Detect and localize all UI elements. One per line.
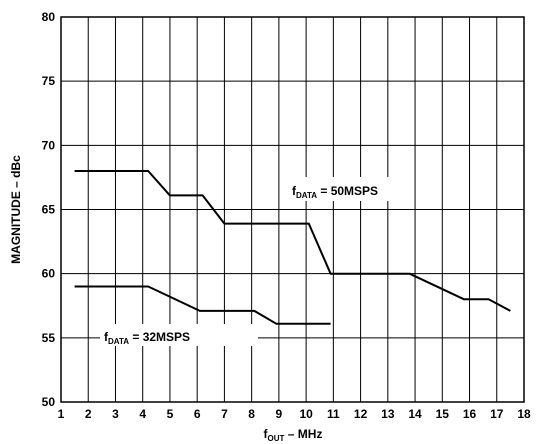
label-bg-50msps [288, 177, 414, 201]
plot-frame [60, 16, 525, 403]
series-layer [74, 170, 511, 325]
series-label-50msps-main: f [292, 184, 297, 198]
x-tick-label: 5 [167, 407, 174, 421]
y-tick-label: 80 [42, 10, 56, 24]
x-tick-label: 17 [490, 407, 504, 421]
x-tick-label: 16 [463, 407, 477, 421]
y-tick-label: 60 [42, 267, 56, 281]
y-tick-label: 75 [42, 74, 56, 88]
x-tick-label: 15 [436, 407, 450, 421]
x-axis-label-rest: – MHz [284, 427, 322, 441]
series-line-50msps [74, 170, 511, 312]
grid [61, 17, 524, 402]
series-label-50msps: fDATA = 50MSPS [292, 184, 378, 200]
x-tick-label: 3 [112, 407, 119, 421]
series-label-50msps-sub: DATA [296, 191, 317, 200]
x-tick-label: 14 [408, 407, 422, 421]
x-tick-label: 2 [85, 407, 92, 421]
x-tick-label: 11 [327, 407, 340, 421]
y-tick-label: 65 [42, 203, 56, 217]
x-tick-label: 6 [194, 407, 201, 421]
x-tick-label: 8 [248, 407, 255, 421]
series-line-32msps [74, 285, 331, 325]
x-tick-label: 12 [354, 407, 368, 421]
x-axis-label-sub: OUT [268, 434, 285, 443]
y-tick-label: 55 [42, 331, 56, 345]
x-tick-label: 13 [381, 407, 395, 421]
x-tick-label: 4 [139, 407, 146, 421]
series-label-32msps-rest: = 32MSPS [129, 330, 190, 344]
x-tick-label: 9 [276, 407, 283, 421]
x-tick-labels: 1 2 3 4 5 6 7 8 9 10 11 12 13 14 15 16 17 18 [58, 407, 531, 421]
x-axis-label: fOUT – MHz [264, 427, 323, 443]
series-label-50msps-rest: = 50MSPS [317, 184, 378, 198]
x-tick-label: 10 [299, 407, 313, 421]
y-tick-labels: 50 55 60 65 70 75 80 [42, 10, 56, 409]
x-tick-label: 7 [221, 407, 228, 421]
x-axis-label-main: f [264, 427, 269, 441]
series-label-32msps-sub: DATA [108, 337, 129, 346]
series-label-32msps: fDATA = 32MSPS [104, 330, 190, 346]
label-bg-32msps [100, 324, 258, 346]
series-label-32msps-main: f [104, 330, 109, 344]
y-tick-label: 50 [42, 395, 56, 409]
y-tick-label: 70 [42, 138, 56, 152]
x-tick-label: 1 [58, 407, 65, 421]
x-tick-label: 18 [517, 407, 531, 421]
y-axis-label: MAGNITUDE – dBc [9, 155, 23, 264]
